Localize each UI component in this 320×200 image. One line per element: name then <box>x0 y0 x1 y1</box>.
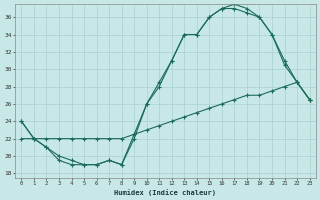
X-axis label: Humidex (Indice chaleur): Humidex (Indice chaleur) <box>115 189 217 196</box>
